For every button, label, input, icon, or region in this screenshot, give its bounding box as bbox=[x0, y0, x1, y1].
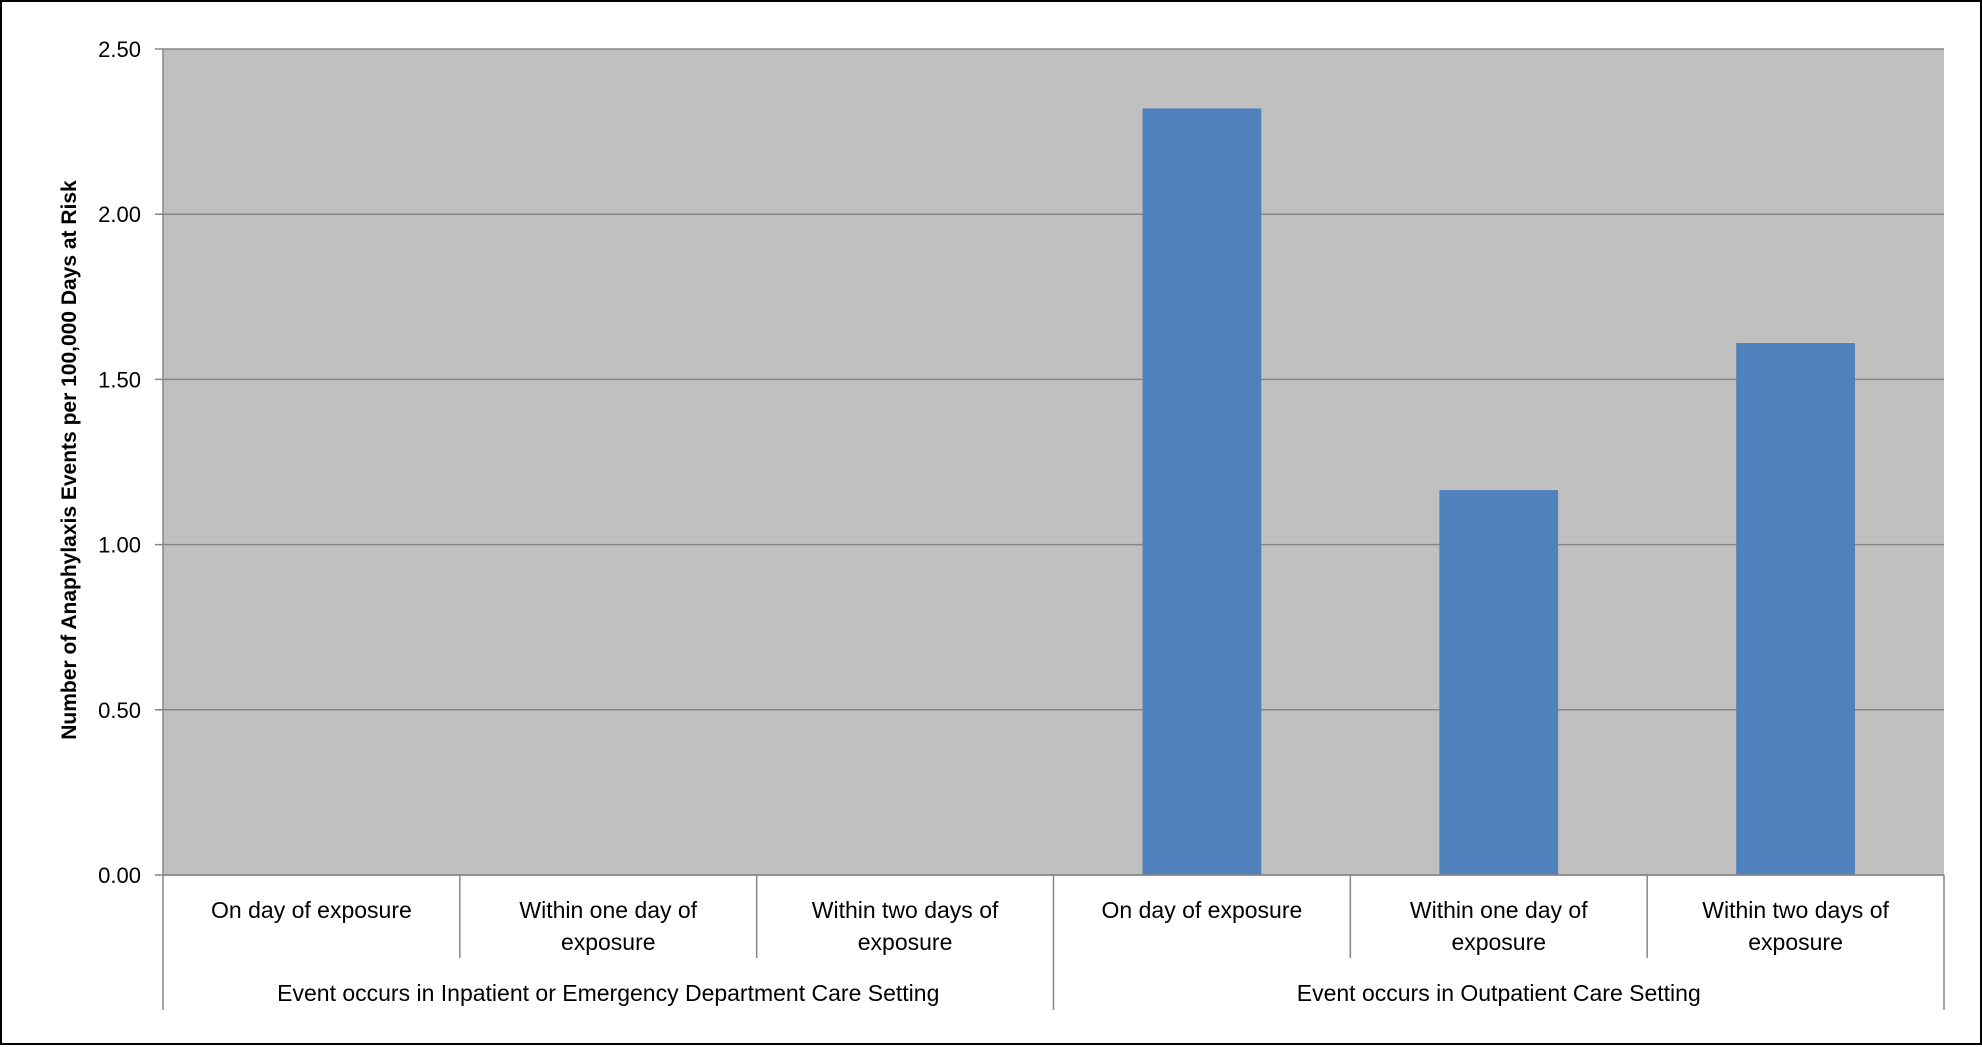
y-tick-label: 2.50 bbox=[98, 37, 141, 62]
y-axis-title: Number of Anaphylaxis Events per 100,000… bbox=[58, 180, 81, 740]
bar bbox=[1439, 490, 1559, 875]
y-tick-label: 0.00 bbox=[98, 863, 141, 888]
x-tick-label: Within two days of exposure bbox=[812, 897, 999, 955]
bar bbox=[1736, 343, 1855, 875]
group-label: Event occurs in Outpatient Care Setting bbox=[1297, 980, 1701, 1006]
plot-area bbox=[163, 49, 1944, 875]
y-tick-label: 1.00 bbox=[98, 533, 141, 558]
y-tick-label: 2.00 bbox=[98, 202, 141, 227]
group-label: Event occurs in Inpatient or Emergency D… bbox=[277, 980, 939, 1006]
y-tick-label: 0.50 bbox=[98, 698, 141, 723]
x-tick-label: Within one day of exposure bbox=[1410, 897, 1588, 955]
x-tick-label: Within one day of exposure bbox=[519, 897, 697, 955]
y-tick-label: 1.50 bbox=[98, 367, 141, 392]
x-tick-label: On day of exposure bbox=[1102, 897, 1303, 923]
bar bbox=[1142, 108, 1262, 876]
x-tick-label: Within two days of exposure bbox=[1702, 897, 1889, 955]
x-tick-label: On day of exposure bbox=[211, 897, 412, 923]
